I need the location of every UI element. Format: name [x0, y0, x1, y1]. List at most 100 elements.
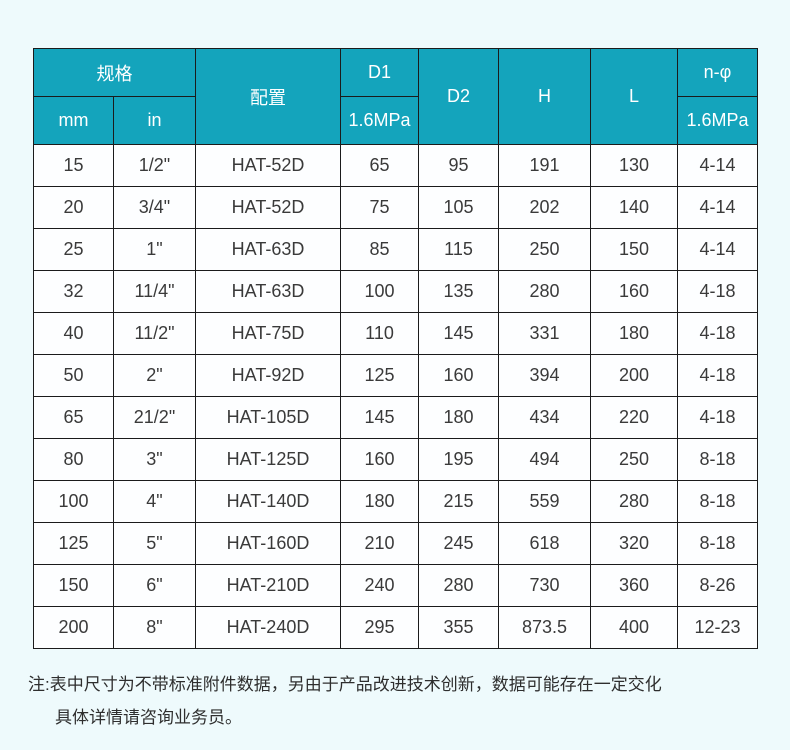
table-row: 125 5" HAT-160D 210 245 618 320 8-18 [33, 522, 758, 565]
header-d2: D2 [418, 48, 499, 145]
table-cell: 145 [418, 312, 499, 355]
table-cell: HAT-52D [195, 186, 341, 229]
table-cell: 125 [33, 522, 114, 565]
table-cell: 180 [590, 312, 678, 355]
header-l: L [590, 48, 678, 145]
table-cell: 873.5 [498, 606, 591, 649]
table-cell: 8-18 [677, 522, 758, 565]
header-in: in [113, 96, 196, 145]
table-row: 40 11/2" HAT-75D 110 145 331 180 4-18 [33, 312, 758, 355]
table-cell: 2" [113, 354, 196, 397]
table-cell: 280 [418, 564, 499, 607]
table-cell: HAT-240D [195, 606, 341, 649]
table-cell: 105 [418, 186, 499, 229]
table-cell: 360 [590, 564, 678, 607]
table-cell: 15 [33, 144, 114, 187]
table-cell: 130 [590, 144, 678, 187]
table-row: 50 2" HAT-92D 125 160 394 200 4-18 [33, 354, 758, 397]
header-nphi: n-φ [677, 48, 758, 97]
table-cell: 4-14 [677, 144, 758, 187]
table-row: 25 1" HAT-63D 85 115 250 150 4-14 [33, 228, 758, 271]
table-cell: 4" [113, 480, 196, 523]
table-cell: 100 [340, 270, 419, 313]
table-cell: 400 [590, 606, 678, 649]
table-row: 20 3/4" HAT-52D 75 105 202 140 4-14 [33, 186, 758, 229]
table-cell: 1/2" [113, 144, 196, 187]
header-row-2: mm in 1.6MPa 1.6MPa [33, 96, 758, 145]
table-cell: 180 [340, 480, 419, 523]
table-cell: 202 [498, 186, 591, 229]
table-cell: HAT-105D [195, 396, 341, 439]
table-cell: HAT-92D [195, 354, 341, 397]
table-row: 15 1/2" HAT-52D 65 95 191 130 4-14 [33, 144, 758, 187]
table-cell: 25 [33, 228, 114, 271]
table-cell: HAT-210D [195, 564, 341, 607]
table-cell: 100 [33, 480, 114, 523]
table-cell: 215 [418, 480, 499, 523]
table-cell: 40 [33, 312, 114, 355]
table-cell: 80 [33, 438, 114, 481]
table-cell: 331 [498, 312, 591, 355]
table-row: 32 11/4" HAT-63D 100 135 280 160 4-18 [33, 270, 758, 313]
table-cell: 240 [340, 564, 419, 607]
table-cell: 295 [340, 606, 419, 649]
table-cell: 618 [498, 522, 591, 565]
header-mm: mm [33, 96, 114, 145]
header-spec: 规格 [33, 48, 196, 97]
table-cell: 730 [498, 564, 591, 607]
table-cell: 85 [340, 228, 419, 271]
table-header: 规格 配置 D1 D2 H L n-φ mm in 1.6MPa 1.6MPa [33, 48, 758, 145]
table-cell: 32 [33, 270, 114, 313]
table-cell: 4-18 [677, 396, 758, 439]
table-cell: 8" [113, 606, 196, 649]
header-h: H [498, 48, 591, 145]
table-cell: 6" [113, 564, 196, 607]
footnote-line-2: 具体详情请咨询业务员。 [55, 708, 242, 727]
header-nphi-pressure: 1.6MPa [677, 96, 758, 145]
table-cell: HAT-52D [195, 144, 341, 187]
table-cell: HAT-160D [195, 522, 341, 565]
table-cell: 8-26 [677, 564, 758, 607]
table-body: 15 1/2" HAT-52D 65 95 191 130 4-14 20 3/4" HAT-52D… [33, 144, 758, 649]
table-row: 200 8" HAT-240D 295 355 873.5 400 12-23 [33, 606, 758, 649]
table-cell: 135 [418, 270, 499, 313]
table-cell: 200 [33, 606, 114, 649]
table-cell: 191 [498, 144, 591, 187]
header-d1-pressure: 1.6MPa [340, 96, 419, 145]
table-cell: 160 [590, 270, 678, 313]
table-cell: 245 [418, 522, 499, 565]
table-cell: HAT-75D [195, 312, 341, 355]
table-cell: 355 [418, 606, 499, 649]
table-cell: 4-18 [677, 270, 758, 313]
table-cell: 394 [498, 354, 591, 397]
table-cell: 494 [498, 438, 591, 481]
header-d1: D1 [340, 48, 419, 97]
table-cell: 8-18 [677, 438, 758, 481]
table-cell: 21/2" [113, 396, 196, 439]
table-cell: 8-18 [677, 480, 758, 523]
table-cell: 150 [590, 228, 678, 271]
table-cell: 280 [590, 480, 678, 523]
table-cell: HAT-140D [195, 480, 341, 523]
table-cell: 140 [590, 186, 678, 229]
table-cell: 220 [590, 396, 678, 439]
footnote-line-1: 注:表中尺寸为不带标准附件数据，另由于产品改进技术创新，数据可能存在一定交化 [28, 675, 662, 694]
table-cell: 250 [498, 228, 591, 271]
table-cell: 145 [340, 396, 419, 439]
table-cell: 434 [498, 396, 591, 439]
table-cell: 160 [340, 438, 419, 481]
table-cell: HAT-63D [195, 228, 341, 271]
table-cell: 3/4" [113, 186, 196, 229]
table-cell: 65 [340, 144, 419, 187]
table-cell: HAT-125D [195, 438, 341, 481]
table-cell: 210 [340, 522, 419, 565]
table-cell: 180 [418, 396, 499, 439]
table-cell: 5" [113, 522, 196, 565]
table-cell: 1" [113, 228, 196, 271]
header-config: 配置 [195, 48, 341, 145]
table-cell: 200 [590, 354, 678, 397]
table-row: 65 21/2" HAT-105D 145 180 434 220 4-18 [33, 396, 758, 439]
table-cell: 115 [418, 228, 499, 271]
table-cell: 20 [33, 186, 114, 229]
table-cell: 50 [33, 354, 114, 397]
